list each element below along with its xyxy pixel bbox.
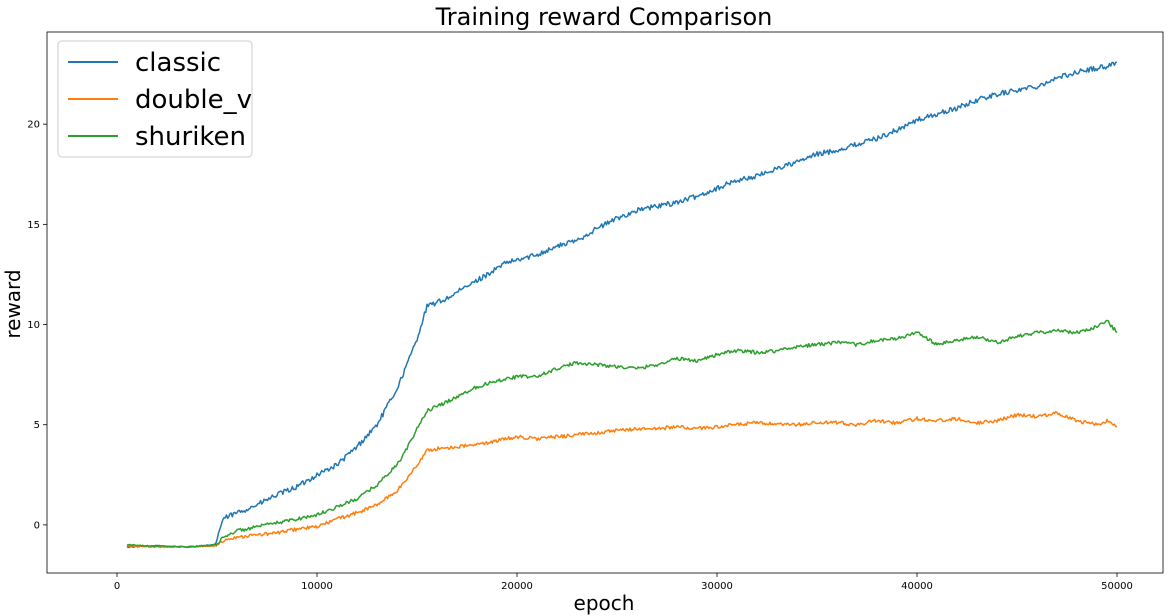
legend: classic double_v shuriken xyxy=(57,40,253,158)
y-tick-label: 15 xyxy=(27,220,40,231)
x-axis-ticks: 0 10000 20000 30000 40000 50000 xyxy=(114,573,1133,592)
x-tick-label: 20000 xyxy=(501,581,533,592)
x-tick-label: 50000 xyxy=(1101,581,1133,592)
x-tick-label: 0 xyxy=(114,581,120,592)
x-tick-label: 10000 xyxy=(301,581,333,592)
series-layer xyxy=(126,61,1118,549)
y-tick-label: 5 xyxy=(34,420,40,431)
chart-title: Training reward Comparison xyxy=(435,3,773,31)
legend-label: classic xyxy=(135,48,221,78)
legend-box xyxy=(57,40,253,158)
y-tick-label: 20 xyxy=(27,120,40,131)
series-line-double-v xyxy=(126,410,1118,549)
x-axis-label: epoch xyxy=(574,591,635,615)
series-line-shuriken xyxy=(126,319,1118,549)
legend-label: shuriken xyxy=(135,122,246,152)
y-tick-label: 0 xyxy=(34,520,40,531)
y-tick-label: 10 xyxy=(27,320,40,331)
series-line-classic xyxy=(126,61,1118,549)
x-tick-label: 30000 xyxy=(701,581,733,592)
y-axis-ticks: 0 5 10 15 20 xyxy=(27,120,47,531)
x-tick-label: 40000 xyxy=(901,581,933,592)
y-axis-label: reward xyxy=(1,269,25,338)
legend-label: double_v xyxy=(135,85,252,115)
